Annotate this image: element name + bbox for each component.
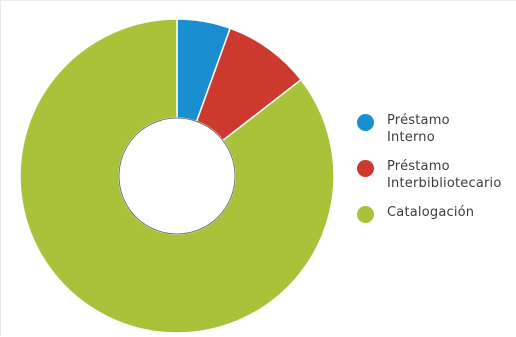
legend-swatch-catalogacion [357, 206, 374, 223]
donut-hole [118, 117, 236, 235]
legend-item-catalogacion: Catalogación [357, 204, 516, 223]
legend-swatch-prestamo-interno [357, 114, 374, 131]
legend-swatch-prestamo-interbibliotecario [357, 160, 374, 177]
legend-item-prestamo-interno: Préstamo Interno [357, 112, 516, 146]
chart-legend: Préstamo Interno Préstamo Interbibliotec… [357, 112, 516, 235]
legend-label-catalogacion: Catalogación [387, 205, 475, 220]
legend-item-prestamo-interbibliotecario: Préstamo Interbibliotecario [357, 158, 516, 192]
legend-label-prestamo-interbibliotecario: Préstamo Interbibliotecario [387, 159, 502, 191]
legend-label-prestamo-interno: Préstamo Interno [387, 113, 450, 145]
